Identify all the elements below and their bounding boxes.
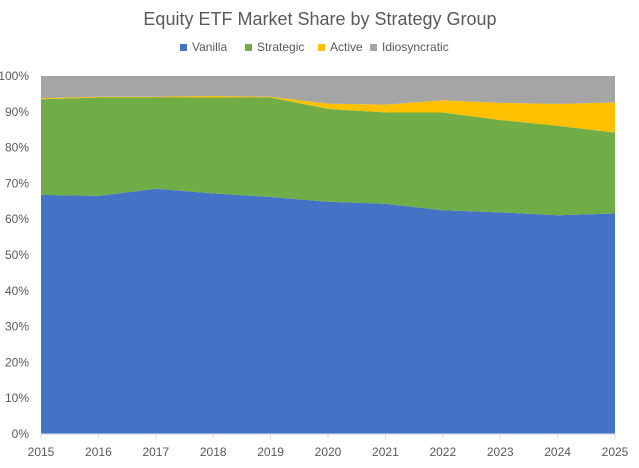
x-tick-label: 2018 [200,445,227,459]
y-tick-label: 100% [0,69,29,83]
legend-item-strategic: Strategic [245,40,304,54]
y-tick-label: 20% [5,355,29,369]
x-tick-label: 2025 [602,445,629,459]
x-tick-label: 2024 [544,445,571,459]
y-tick-label: 70% [5,176,29,190]
x-tick-label: 2023 [487,445,514,459]
legend-swatch [370,44,377,51]
y-tick-label: 50% [5,248,29,262]
area-strategic [41,97,615,216]
plot-areas [41,76,615,434]
legend-label: Idiosyncratic [382,40,449,54]
y-tick-label: 90% [5,105,29,119]
legend-label: Active [330,40,363,54]
chart-title: Equity ETF Market Share by Strategy Grou… [143,9,496,29]
legend: Vanilla Strategic Active Idiosyncratic [180,40,449,54]
legend-swatch [180,44,187,51]
legend-swatch [245,44,252,51]
legend-item-vanilla: Vanilla [180,40,227,54]
y-tick-label: 60% [5,212,29,226]
legend-swatch [318,44,325,51]
x-tick-label: 2022 [429,445,456,459]
y-tick-label: 0% [12,427,30,441]
y-axis: 0% 10% 20% 30% 40% 50% 60% 70% 80% 90% 100% [0,69,29,441]
y-tick-label: 10% [5,391,29,405]
y-tick-label: 80% [5,141,29,155]
x-tick-label: 2021 [372,445,399,459]
area-idiosyncratic [41,76,615,105]
area-active [41,96,615,133]
legend-label: Vanilla [192,40,227,54]
y-tick-label: 30% [5,320,29,334]
legend-label: Strategic [257,40,304,54]
x-tick-label: 2019 [257,445,284,459]
y-tick-label: 40% [5,284,29,298]
area-vanilla [41,188,615,434]
x-tick-label: 2015 [28,445,55,459]
legend-item-active: Active [318,40,363,54]
x-tick-label: 2017 [142,445,169,459]
x-tick-label: 2016 [85,445,112,459]
x-tick-label: 2020 [315,445,342,459]
legend-item-idiosyncratic: Idiosyncratic [370,40,449,54]
x-axis: 2015 2016 2017 2018 2019 2020 2021 2022 2023 2024… [28,433,629,459]
